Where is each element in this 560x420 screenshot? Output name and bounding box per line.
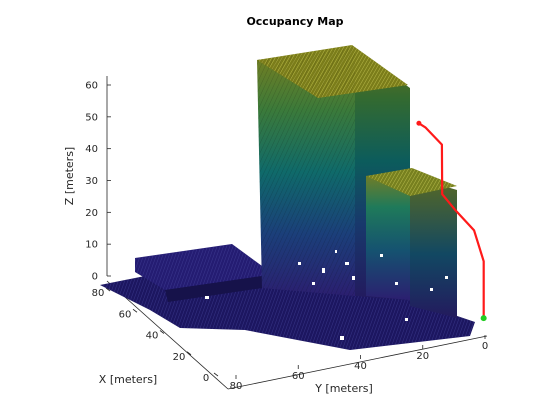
chart-title: Occupancy Map	[246, 15, 343, 28]
z-tick-label: 60	[85, 81, 98, 92]
path-waypoint	[416, 120, 422, 126]
x-axis-line	[106, 280, 229, 390]
low-platform-front	[165, 276, 262, 302]
x-tick-label: 0	[203, 373, 209, 384]
planned-path-line	[418, 122, 485, 319]
x-tick-mark	[186, 351, 192, 356]
y-tick-label: 60	[292, 371, 305, 382]
x-tick-mark	[105, 287, 111, 292]
z-tick-label: 20	[85, 208, 98, 219]
y-axis-line	[227, 335, 488, 390]
x-tick-mark	[159, 330, 165, 334]
tall-building-front-texture	[257, 48, 355, 296]
low-platform-texture	[135, 244, 262, 290]
x-tick-mark	[213, 372, 219, 377]
x-ticks: 0 20 40 60 80	[92, 287, 219, 384]
z-axis-label: Z [meters]	[63, 147, 76, 205]
z-tick-label: 0	[92, 272, 98, 283]
z-tick-label: 30	[85, 176, 98, 187]
start-point	[480, 315, 487, 322]
short-building-side	[410, 176, 457, 318]
y-tick-label: 20	[416, 351, 429, 362]
x-tick-mark	[132, 308, 138, 313]
x-tick-label: 80	[92, 288, 105, 299]
short-building-front	[366, 176, 410, 300]
path-start-marker	[480, 315, 487, 322]
z-tick-label: 40	[85, 144, 98, 155]
x-tick-label: 40	[146, 331, 159, 342]
y-tick-label: 80	[230, 381, 243, 392]
z-tick-label: 10	[85, 240, 98, 251]
z-ticks: 0 10 20 30 40 50 60	[85, 81, 111, 283]
y-tick-label: 40	[354, 361, 367, 372]
x-axis-label: X [meters]	[99, 373, 157, 386]
x-tick-label: 60	[119, 309, 132, 320]
y-ticks: 0 20 40 60 80	[230, 335, 488, 392]
y-tick-label: 0	[482, 341, 488, 352]
path-end-marker	[416, 120, 422, 126]
y-axis-label: Y [meters]	[314, 382, 373, 395]
voxel-scene	[100, 45, 475, 350]
z-tick-label: 50	[85, 112, 98, 123]
short-building-top-texture	[366, 168, 457, 196]
x-tick-label: 20	[173, 352, 186, 363]
voxel-gaps	[205, 250, 448, 340]
axis-lines	[106, 76, 488, 390]
